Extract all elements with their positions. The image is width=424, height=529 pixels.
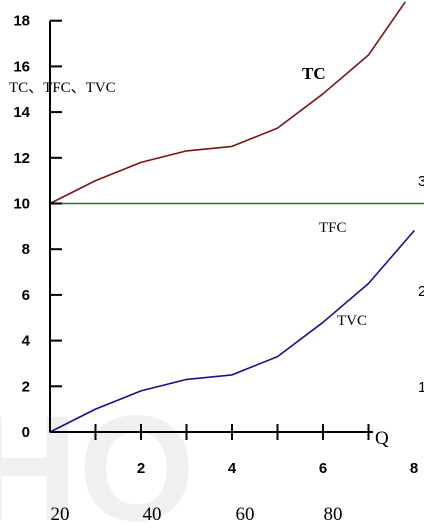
curve-label-tvc: TVC bbox=[337, 313, 367, 329]
bottom-label-80: 80 bbox=[324, 504, 343, 525]
series-line-tvc bbox=[49, 230, 415, 433]
x-tick-label-4: 4 bbox=[228, 460, 237, 477]
y-tick-label-12: 12 bbox=[13, 150, 30, 167]
watermark: HO bbox=[0, 384, 195, 529]
bottom-label-60: 60 bbox=[236, 504, 255, 525]
x-axis-title: Q bbox=[375, 428, 389, 449]
series-line-tc bbox=[49, 1, 406, 205]
y-tick-label-18: 18 bbox=[13, 13, 30, 30]
right-edge-label-3: 3 bbox=[418, 173, 424, 190]
x-tick-label-6: 6 bbox=[319, 460, 327, 477]
y-tick-label-8: 8 bbox=[22, 241, 30, 258]
y-tick-label-0: 0 bbox=[22, 424, 30, 441]
y-tick-label-6: 6 bbox=[22, 287, 30, 304]
y-tick-label-4: 4 bbox=[22, 333, 31, 350]
y-tick-label-16: 16 bbox=[13, 58, 30, 75]
y-tick-label-14: 14 bbox=[13, 104, 30, 121]
right-edge-label-1: 1 bbox=[418, 379, 424, 396]
y-tick-label-10: 10 bbox=[13, 196, 30, 213]
x-tick-label-8: 8 bbox=[410, 460, 418, 477]
x-tick-label-2: 2 bbox=[137, 460, 145, 477]
curve-label-tfc: TFC bbox=[319, 220, 347, 236]
bottom-label-20: 20 bbox=[51, 504, 70, 525]
bottom-label-40: 40 bbox=[143, 504, 162, 525]
y-axis-title: TC、TFC、TVC bbox=[9, 80, 116, 96]
y-tick-label-2: 2 bbox=[22, 378, 30, 395]
curve-label-tc: TC bbox=[302, 64, 326, 83]
right-edge-label-2: 2 bbox=[418, 283, 424, 300]
